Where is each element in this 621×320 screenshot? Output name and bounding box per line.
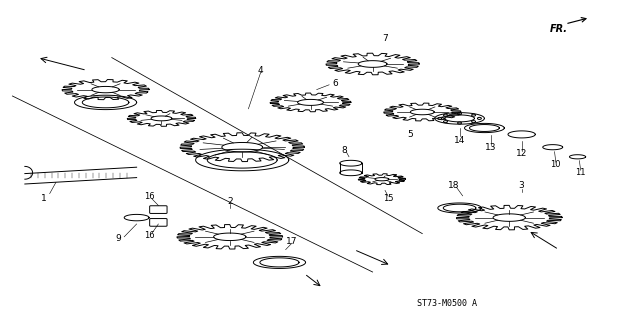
Text: 7: 7: [382, 34, 388, 43]
Text: 11: 11: [576, 168, 586, 177]
Text: 4: 4: [258, 66, 264, 75]
Text: 18: 18: [448, 181, 459, 190]
Text: 13: 13: [485, 143, 496, 152]
Text: 1: 1: [40, 194, 47, 203]
Text: 8: 8: [342, 146, 348, 155]
Text: 16: 16: [143, 192, 155, 201]
Text: 3: 3: [519, 181, 525, 190]
Text: 9: 9: [115, 234, 121, 243]
Text: 2: 2: [227, 197, 233, 206]
Text: 16: 16: [143, 231, 155, 240]
Text: 15: 15: [383, 194, 393, 203]
Text: 10: 10: [551, 160, 561, 169]
Text: 14: 14: [454, 136, 465, 145]
Text: ST73-M0500 A: ST73-M0500 A: [417, 300, 477, 308]
Text: FR.: FR.: [550, 24, 568, 34]
FancyBboxPatch shape: [150, 219, 167, 226]
Text: 6: 6: [332, 79, 338, 88]
Text: 5: 5: [407, 130, 413, 139]
Text: 12: 12: [516, 149, 527, 158]
Text: 17: 17: [286, 237, 297, 246]
FancyBboxPatch shape: [150, 206, 167, 213]
